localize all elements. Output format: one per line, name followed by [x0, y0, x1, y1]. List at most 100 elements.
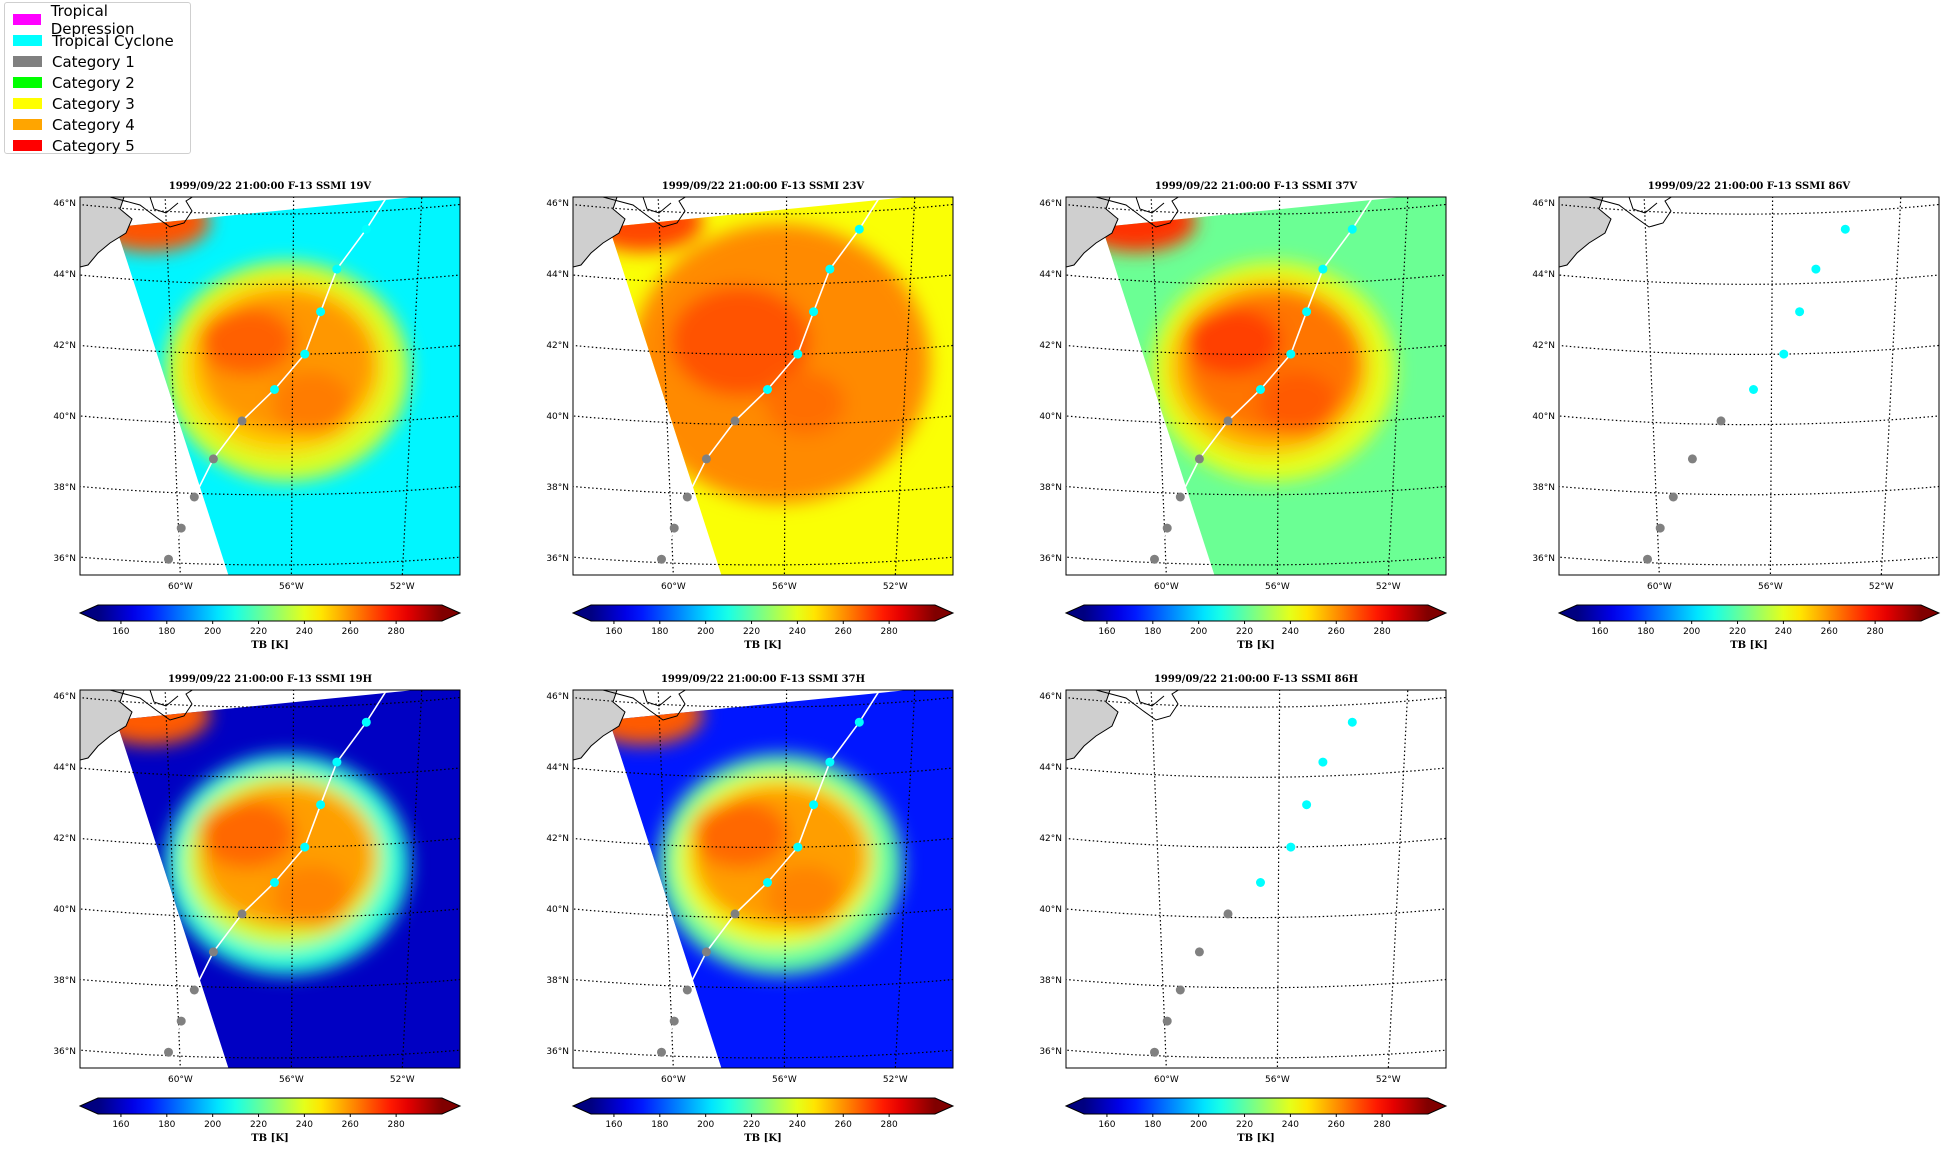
colorbar-tick-label: 160 — [1591, 627, 1608, 637]
track-point — [1286, 842, 1296, 852]
lat-tick-label: 40°N — [53, 412, 76, 422]
longitude-line — [1769, 197, 1774, 575]
track-point — [669, 523, 679, 533]
latitude-line — [80, 908, 460, 919]
track-point — [793, 349, 803, 359]
storm-hot — [199, 800, 296, 869]
map-frame — [1065, 689, 1447, 1069]
legend-item: Category 3 — [13, 93, 190, 114]
colorbar-tick-label: 160 — [605, 1120, 622, 1130]
latitude-line — [80, 837, 460, 849]
lat-tick-label: 44°N — [1039, 270, 1062, 280]
latitude-line — [1066, 415, 1446, 426]
colorbar-tick-label: 240 — [789, 627, 806, 637]
lat-tick-label: 46°N — [1039, 692, 1062, 702]
track-point — [361, 717, 371, 727]
longitude-line — [657, 197, 674, 575]
legend-label: Category 4 — [52, 115, 135, 134]
colorbar: 160 180 200 220 240 260 280 TB [K] — [1064, 1097, 1448, 1144]
land — [1559, 197, 1673, 268]
colorbar-tick-label: 260 — [835, 1120, 852, 1130]
latitude-line — [80, 203, 460, 215]
colorbar-tick-label: 280 — [881, 1120, 898, 1130]
colorbar-tick-label: 200 — [204, 1120, 221, 1130]
lat-tick-label: 46°N — [546, 199, 569, 209]
legend-item: Category 5 — [13, 135, 190, 156]
track-point — [854, 717, 864, 727]
colorbar-label: TB [K] — [1237, 640, 1275, 651]
coastline — [642, 690, 672, 707]
land-mass — [80, 690, 133, 761]
lat-tick-label: 44°N — [546, 763, 569, 773]
track-point — [1655, 523, 1665, 533]
lat-tick-label: 46°N — [53, 199, 76, 209]
colorbar-tick-label: 240 — [1775, 627, 1792, 637]
map-frame — [79, 196, 461, 576]
lon-tick-label: 56°W — [1265, 582, 1290, 592]
legend-swatch — [13, 35, 42, 46]
storm-field — [609, 690, 903, 975]
colorbar-gradient — [591, 1098, 935, 1114]
colorbar-tick-label: 280 — [1374, 1120, 1391, 1130]
track-point — [1318, 757, 1328, 767]
map-frame — [572, 689, 954, 1069]
colorbar-tick-label: 220 — [1729, 627, 1746, 637]
colorbar-max-arrow — [1428, 605, 1446, 621]
coastline — [149, 690, 179, 707]
colorbar-tick-label: 200 — [1683, 627, 1700, 637]
colorbar-tick-label: 180 — [1637, 627, 1654, 637]
track-point — [1286, 349, 1296, 359]
track-point — [300, 349, 310, 359]
map-panel: 1999/09/22 21:00:00 F-13 SSMI 37H 36°N 38°… — [546, 674, 955, 1144]
colorbar-min-arrow — [573, 1098, 591, 1114]
lat-tick-label: 40°N — [53, 905, 76, 915]
latitude-line — [80, 978, 460, 989]
lat-tick-label: 38°N — [53, 483, 76, 493]
category-legend: Tropical Depression Tropical Cyclone Categ… — [4, 2, 191, 156]
colorbar-outline — [1557, 604, 1941, 622]
track-point — [763, 385, 772, 394]
lon-tick-label: 56°W — [1265, 1075, 1290, 1085]
latitude-line — [573, 415, 953, 426]
legend-item: Tropical Cyclone — [13, 30, 190, 51]
track-point — [701, 947, 711, 957]
colorbar-gradient — [1084, 1098, 1428, 1114]
colorbar-label: TB [K] — [744, 1133, 782, 1144]
storm-band — [272, 864, 353, 929]
legend-item: Category 1 — [13, 51, 190, 72]
storm-band — [765, 371, 846, 436]
colorbar-max-arrow — [442, 1098, 460, 1114]
track-point — [809, 307, 819, 317]
land-mass — [1066, 690, 1119, 761]
lat-tick-label: 36°N — [1039, 1047, 1062, 1057]
lat-tick-label: 38°N — [1039, 976, 1062, 986]
colorbar-outline — [571, 1097, 955, 1115]
longitude-line — [164, 197, 181, 575]
track-point — [300, 842, 310, 852]
latitude-line — [573, 485, 953, 496]
longitude-line — [1276, 690, 1281, 1068]
longitude-line — [290, 197, 295, 575]
colorbar-tick-label: 160 — [112, 1120, 129, 1130]
latitude-line — [80, 415, 460, 426]
colorbar-tick-label: 260 — [342, 627, 359, 637]
graticule — [80, 690, 460, 1068]
track-point — [1256, 878, 1265, 887]
lat-tick-label: 38°N — [546, 976, 569, 986]
track-point — [763, 878, 772, 887]
colorbar-tick-label: 260 — [1821, 627, 1838, 637]
coastline — [1095, 197, 1180, 228]
track-point — [1716, 416, 1726, 426]
track-point — [1643, 554, 1652, 564]
land-mass — [80, 197, 133, 268]
latitude-line — [573, 696, 953, 708]
colorbar-outline — [78, 604, 462, 622]
colorbar-tick-label: 280 — [388, 627, 405, 637]
track-point — [1175, 985, 1185, 995]
track-point — [164, 1047, 173, 1057]
track-point — [1302, 307, 1312, 317]
longitude-line — [1387, 690, 1409, 1068]
lat-tick-label: 44°N — [53, 270, 76, 280]
track-point — [176, 523, 186, 533]
colorbar-tick-label: 240 — [789, 1120, 806, 1130]
